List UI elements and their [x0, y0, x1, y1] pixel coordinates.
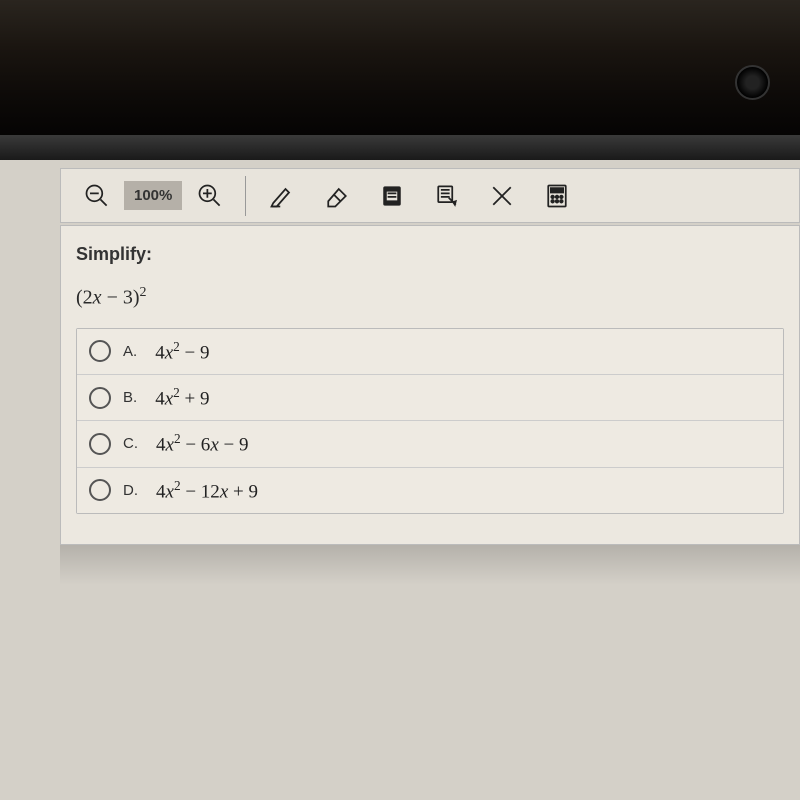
- zoom-out-icon: [83, 182, 111, 210]
- question-prompt: Simplify:: [76, 244, 784, 265]
- laptop-bezel-area: [0, 0, 800, 160]
- ruler-icon: [433, 182, 461, 210]
- zoom-out-button[interactable]: [69, 173, 124, 218]
- question-panel: Simplify: (2x − 3)2 A. 4x2 − 9 B. 4x2 + …: [60, 225, 800, 545]
- radio-icon[interactable]: [89, 340, 111, 362]
- radio-icon[interactable]: [89, 387, 111, 409]
- option-text: 4x2 − 12x + 9: [156, 478, 258, 503]
- option-letter: B.: [123, 389, 137, 406]
- option-letter: A.: [123, 343, 137, 360]
- webcam-icon: [735, 65, 770, 100]
- zoom-in-icon: [196, 182, 224, 210]
- question-expression: (2x − 3)2: [76, 285, 784, 310]
- answer-option-a[interactable]: A. 4x2 − 9: [77, 329, 783, 375]
- toolbar-divider: [245, 176, 246, 216]
- bezel-strip: [0, 135, 800, 160]
- notes-icon: [378, 182, 406, 210]
- expr-open: (2: [76, 287, 93, 309]
- zoom-in-button[interactable]: [182, 173, 237, 218]
- option-text: 4x2 − 9: [155, 339, 209, 364]
- option-letter: D.: [123, 482, 138, 499]
- answer-option-d[interactable]: D. 4x2 − 12x + 9: [77, 468, 783, 513]
- zoom-level-label[interactable]: 100%: [124, 181, 182, 210]
- calculator-icon: [543, 182, 571, 210]
- screen-content: 100%: [0, 160, 800, 800]
- cross-icon: [488, 182, 516, 210]
- ruler-button[interactable]: [419, 173, 474, 218]
- calculator-button[interactable]: [529, 173, 584, 218]
- answer-option-c[interactable]: C. 4x2 − 6x − 9: [77, 421, 783, 467]
- highlighter-icon: [268, 182, 296, 210]
- expr-var: x: [93, 287, 102, 309]
- option-letter: C.: [123, 435, 138, 452]
- radio-icon[interactable]: [89, 433, 111, 455]
- expr-exp: 2: [140, 285, 147, 300]
- answer-options: A. 4x2 − 9 B. 4x2 + 9 C. 4x2 − 6x − 9: [76, 328, 784, 514]
- expr-close: − 3): [102, 287, 140, 309]
- option-text: 4x2 − 6x − 9: [156, 431, 248, 456]
- notes-button[interactable]: [364, 173, 419, 218]
- cross-out-button[interactable]: [474, 173, 529, 218]
- highlighter-button[interactable]: [254, 173, 309, 218]
- toolbar: 100%: [60, 168, 800, 223]
- answer-option-b[interactable]: B. 4x2 + 9: [77, 375, 783, 421]
- content-shadow: [60, 545, 800, 585]
- eraser-button[interactable]: [309, 173, 364, 218]
- radio-icon[interactable]: [89, 479, 111, 501]
- eraser-icon: [323, 182, 351, 210]
- option-text: 4x2 + 9: [155, 385, 209, 410]
